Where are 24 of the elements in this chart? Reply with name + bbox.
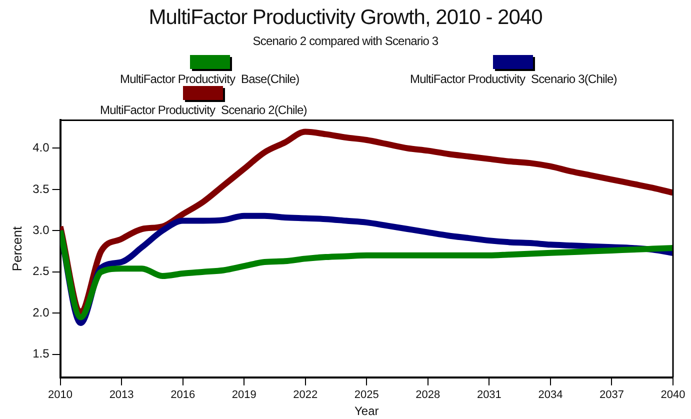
x-tick-label: 2040 [660,389,686,402]
chart-subtitle: Scenario 2 compared with Scenario 3 [252,34,440,48]
y-tick-label: 4.0 [32,140,50,155]
x-tick-label: 2016 [170,389,196,402]
y-tick-label: 2.0 [32,305,50,320]
x-tick-label: 2013 [109,389,134,402]
x-tick-label: 2025 [354,389,379,402]
chart-title: MultiFactor Productivity Growth, 2010 - 2040 [148,6,544,30]
y-tick-label: 3.5 [32,182,50,196]
y-tick-label: 3.0 [32,222,50,237]
x-tick-label: 2022 [293,389,318,402]
x-tick-label: 2028 [416,389,440,402]
x-axis-title: Year [354,404,379,418]
legend-label: MultiFactor Productivity Scenario 2(Chile) [100,103,307,117]
x-tick-label: 2019 [232,389,256,402]
y-tick-label: 2.5 [32,264,50,278]
x-tick-label: 2037 [599,389,624,402]
legend-label: MultiFactor Productivity Base(Chile) [120,72,300,86]
y-axis-title: Percent [9,226,24,272]
x-tick-label: 2010 [48,389,73,402]
legend-label: MultiFactor Productivity Scenario 3(Chile) [410,72,617,86]
x-tick-label: 2031 [476,389,502,402]
x-tick-label: 2034 [538,389,563,402]
y-tick-label: 1.5 [32,346,50,361]
